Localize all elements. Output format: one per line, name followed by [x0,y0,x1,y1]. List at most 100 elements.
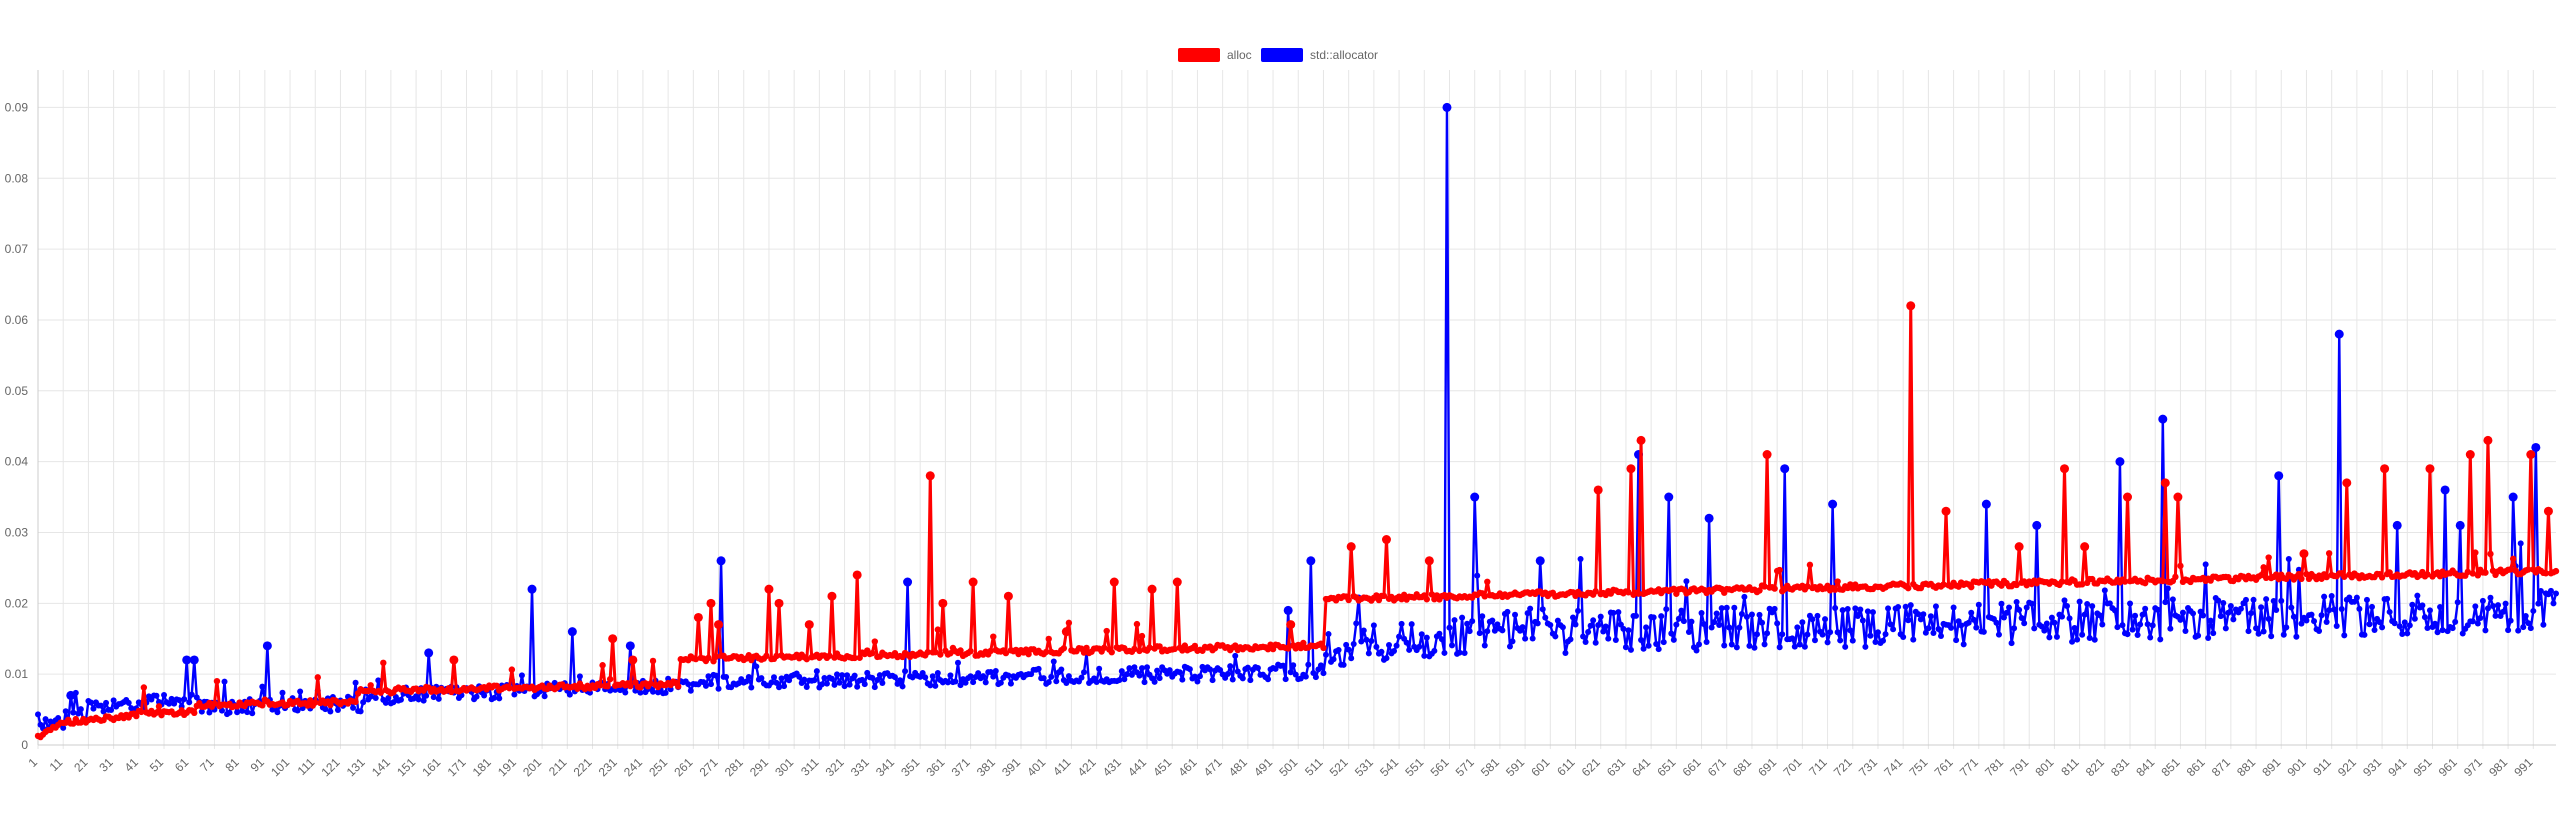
data-point-std-allocator[interactable] [2013,598,2020,605]
data-point-std-allocator[interactable] [1479,613,1486,620]
data-point-std-allocator[interactable] [844,672,851,679]
data-point-alloc[interactable] [2464,568,2471,576]
data-point-alloc[interactable] [367,682,374,689]
data-point-std-allocator[interactable] [1834,629,1841,636]
data-point-std-allocator[interactable] [518,672,525,679]
data-point-std-allocator[interactable] [1007,680,1014,687]
data-point-std-allocator[interactable] [87,699,94,706]
data-point-std-allocator[interactable] [1741,593,1748,600]
data-point-alloc[interactable] [1100,644,1108,651]
data-point-std-allocator[interactable] [430,694,437,701]
data-point-std-allocator[interactable] [836,679,843,686]
data-point-std-allocator[interactable] [2290,613,2297,620]
data-point-std-allocator[interactable] [2008,640,2015,647]
data-point-std-allocator[interactable] [776,684,783,691]
data-point-std-allocator[interactable] [1776,644,1783,651]
data-point-std-allocator[interactable] [781,683,788,690]
data-point-alloc[interactable] [987,647,994,655]
data-point-std-allocator[interactable] [2230,616,2237,623]
data-point-std-allocator[interactable] [909,674,916,681]
data-point-std-allocator[interactable] [1224,671,1231,678]
data-point-std-allocator[interactable] [2285,556,2292,563]
data-point-std-allocator[interactable] [1265,676,1272,683]
data-point-std-allocator[interactable] [1431,647,1438,654]
data-point-std-allocator[interactable] [622,689,629,696]
data-point-std-allocator[interactable] [1154,667,1161,674]
data-point-std-allocator[interactable] [1131,664,1138,671]
spike-point-std-allocator[interactable] [2115,457,2125,467]
spike-point-alloc[interactable] [968,577,978,587]
data-point-std-allocator[interactable] [851,672,858,679]
data-point-std-allocator[interactable] [947,672,954,679]
data-point-alloc[interactable] [2487,550,2494,558]
data-point-alloc[interactable] [1670,585,1678,593]
data-point-std-allocator[interactable] [221,678,228,685]
data-point-std-allocator[interactable] [153,692,160,699]
data-point-std-allocator[interactable] [1232,652,1239,659]
data-point-std-allocator[interactable] [1633,612,1640,619]
data-point-std-allocator[interactable] [1058,666,1065,673]
data-point-alloc[interactable] [259,702,266,709]
data-point-std-allocator[interactable] [2527,625,2534,632]
spike-point-alloc[interactable] [827,591,837,601]
data-point-std-allocator[interactable] [818,681,825,688]
data-point-std-allocator[interactable] [1512,611,1519,618]
data-point-std-allocator[interactable] [1925,625,1932,632]
data-point-std-allocator[interactable] [2242,596,2249,603]
data-point-alloc[interactable] [1103,627,1110,635]
data-point-std-allocator[interactable] [181,696,188,703]
data-point-alloc[interactable] [2298,575,2305,582]
data-point-std-allocator[interactable] [2106,600,2113,607]
data-point-std-allocator[interactable] [2434,629,2441,636]
data-point-std-allocator[interactable] [861,681,868,688]
data-point-std-allocator[interactable] [1348,655,1355,662]
data-point-std-allocator[interactable] [1660,639,1667,646]
data-point-alloc[interactable] [574,685,581,692]
data-point-std-allocator[interactable] [360,699,367,706]
data-point-alloc[interactable] [2013,581,2020,589]
data-point-alloc[interactable] [627,682,634,690]
spike-point-std-allocator[interactable] [2531,442,2541,452]
spike-point-std-allocator[interactable] [182,655,192,665]
data-point-std-allocator[interactable] [758,675,765,682]
data-point-alloc[interactable] [1968,583,1975,591]
data-point-alloc[interactable] [871,638,879,645]
data-point-std-allocator[interactable] [2333,623,2340,630]
data-point-std-allocator[interactable] [1141,679,1148,686]
data-point-alloc[interactable] [312,699,319,706]
data-point-std-allocator[interactable] [1605,635,1612,642]
data-point-std-allocator[interactable] [1761,641,1768,648]
data-point-alloc[interactable] [856,654,863,661]
data-point-std-allocator[interactable] [1960,641,1967,648]
data-point-std-allocator[interactable] [876,672,883,679]
data-point-alloc[interactable] [1136,647,1143,655]
data-point-std-allocator[interactable] [2006,604,2013,611]
data-point-alloc[interactable] [1146,644,1153,651]
data-point-std-allocator[interactable] [2265,615,2272,622]
data-point-std-allocator[interactable] [2479,597,2486,604]
data-point-std-allocator[interactable] [1461,649,1468,656]
data-point-std-allocator[interactable] [2268,633,2275,640]
data-point-std-allocator[interactable] [980,673,987,680]
data-point-std-allocator[interactable] [2182,627,2189,634]
data-point-std-allocator[interactable] [166,700,173,707]
data-point-std-allocator[interactable] [2331,606,2338,613]
data-point-std-allocator[interactable] [2210,630,2217,637]
data-point-std-allocator[interactable] [1554,617,1561,624]
data-point-alloc[interactable] [314,674,321,681]
data-point-std-allocator[interactable] [869,674,876,681]
data-point-alloc[interactable] [364,687,372,695]
data-point-std-allocator[interactable] [1995,631,2002,638]
data-point-alloc[interactable] [2121,578,2129,585]
spike-point-alloc[interactable] [2380,464,2390,474]
data-point-std-allocator[interactable] [1527,605,1534,612]
data-point-std-allocator[interactable] [2245,628,2252,635]
data-point-alloc[interactable] [1345,596,1352,604]
data-point-std-allocator[interactable] [1312,674,1319,681]
data-point-std-allocator[interactable] [2525,620,2532,627]
data-point-std-allocator[interactable] [1902,603,1909,610]
data-point-alloc[interactable] [307,697,314,704]
data-point-std-allocator[interactable] [1280,662,1287,669]
data-point-std-allocator[interactable] [2086,634,2093,641]
data-point-std-allocator[interactable] [841,683,848,690]
